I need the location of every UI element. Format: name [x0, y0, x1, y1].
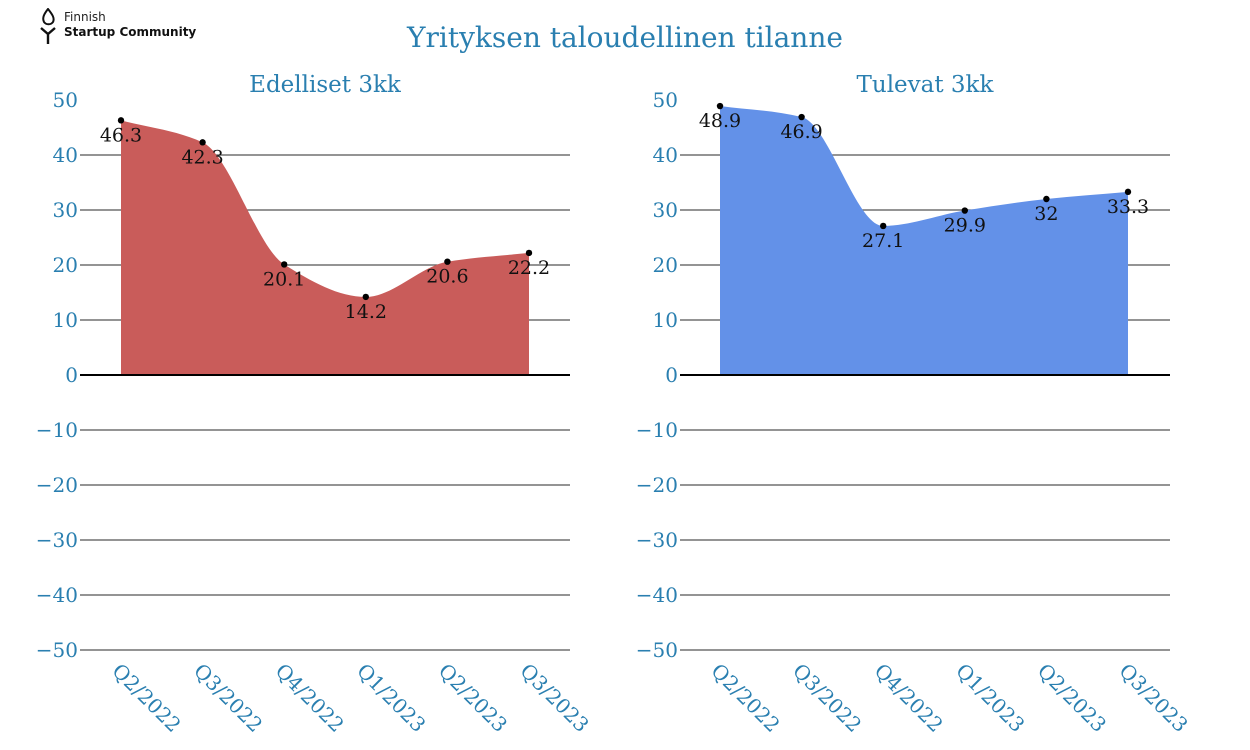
page-title: Yrityksen taloudellinen tilanne [406, 21, 843, 54]
chart-title: Edelliset 3kk [249, 72, 402, 98]
data-label: 20.1 [263, 268, 305, 290]
x-tick-label: Q2/2022 [107, 659, 185, 737]
x-tick-label: Q4/2022 [271, 659, 349, 737]
chart-panel-1: Edelliset 3kk 50 40 30 20 10 0 −10 −20 −30 −40 −50 4… [36, 72, 594, 737]
x-tick-label: Q3/2023 [515, 659, 593, 737]
x-tick-label: Q2/2023 [1033, 659, 1111, 737]
data-label: 20.6 [426, 266, 468, 288]
data-point [444, 258, 451, 265]
y-tick-label: 20 [653, 253, 678, 277]
logo-text-line1: Finnish [64, 10, 106, 24]
y-tick-label: −10 [36, 418, 78, 442]
x-tick-label: Q1/2023 [951, 659, 1029, 737]
x-tick-label: Q1/2023 [352, 659, 430, 737]
y-tick-label: −50 [636, 638, 678, 662]
chart-title: Tulevat 3kk [857, 72, 995, 98]
data-point [1124, 188, 1132, 196]
x-tick-label: Q2/2022 [706, 659, 784, 737]
y-tick-label: 30 [53, 198, 78, 222]
data-label: 22.2 [508, 257, 550, 279]
series-area [121, 120, 529, 375]
x-tick-label: Q3/2022 [189, 659, 267, 737]
data-label: 33.3 [1107, 196, 1149, 218]
data-point [362, 293, 369, 301]
data-point [880, 222, 887, 230]
y-tick-label: 10 [53, 308, 78, 332]
series-area [720, 106, 1128, 376]
y-tick-label: −30 [636, 528, 678, 552]
data-label: 27.1 [862, 230, 904, 252]
y-tick-label: 10 [653, 308, 678, 332]
data-label: 42.3 [181, 146, 223, 168]
data-point [199, 139, 206, 146]
logo-icon [40, 8, 56, 44]
y-tick-label: −20 [636, 473, 678, 497]
logo: Finnish Startup Community [40, 8, 200, 48]
logo-text-line2: Startup Community [64, 25, 197, 39]
x-tick-label: Q3/2023 [1114, 659, 1192, 737]
x-tick-label: Q2/2023 [434, 659, 512, 737]
data-label: 48.9 [699, 110, 741, 132]
data-point [798, 113, 805, 121]
y-tick-label: 0 [665, 363, 678, 387]
y-tick-label: 0 [65, 363, 78, 387]
data-label: 32 [1034, 203, 1058, 225]
y-tick-label: −50 [36, 638, 78, 662]
data-label: 46.9 [780, 121, 822, 143]
y-tick-label: −40 [636, 583, 678, 607]
chart-panel-2: Tulevat 3kk 50 40 30 20 10 0 −10 −20 −30 −40 −50 48.… [636, 72, 1193, 737]
y-tick-label: 20 [53, 253, 78, 277]
y-tick-label: −30 [36, 528, 78, 552]
y-tick-label: −10 [636, 418, 678, 442]
y-tick-label: 40 [53, 143, 78, 167]
data-point [281, 261, 288, 268]
data-point [1043, 195, 1050, 203]
data-point [525, 249, 533, 257]
y-tick-label: −20 [36, 473, 78, 497]
data-label: 14.2 [345, 301, 387, 323]
x-tick-label: Q4/2022 [870, 659, 948, 737]
x-tick-label: Q3/2022 [788, 659, 866, 737]
y-tick-label: 30 [653, 198, 678, 222]
y-tick-label: 50 [653, 88, 678, 112]
data-point [961, 207, 968, 214]
y-tick-label: −40 [36, 583, 78, 607]
data-point [117, 117, 125, 124]
data-label: 29.9 [944, 215, 986, 237]
y-tick-label: 50 [53, 88, 78, 112]
y-tick-label: 40 [653, 143, 678, 167]
data-label: 46.3 [100, 124, 142, 146]
data-point [716, 102, 724, 110]
